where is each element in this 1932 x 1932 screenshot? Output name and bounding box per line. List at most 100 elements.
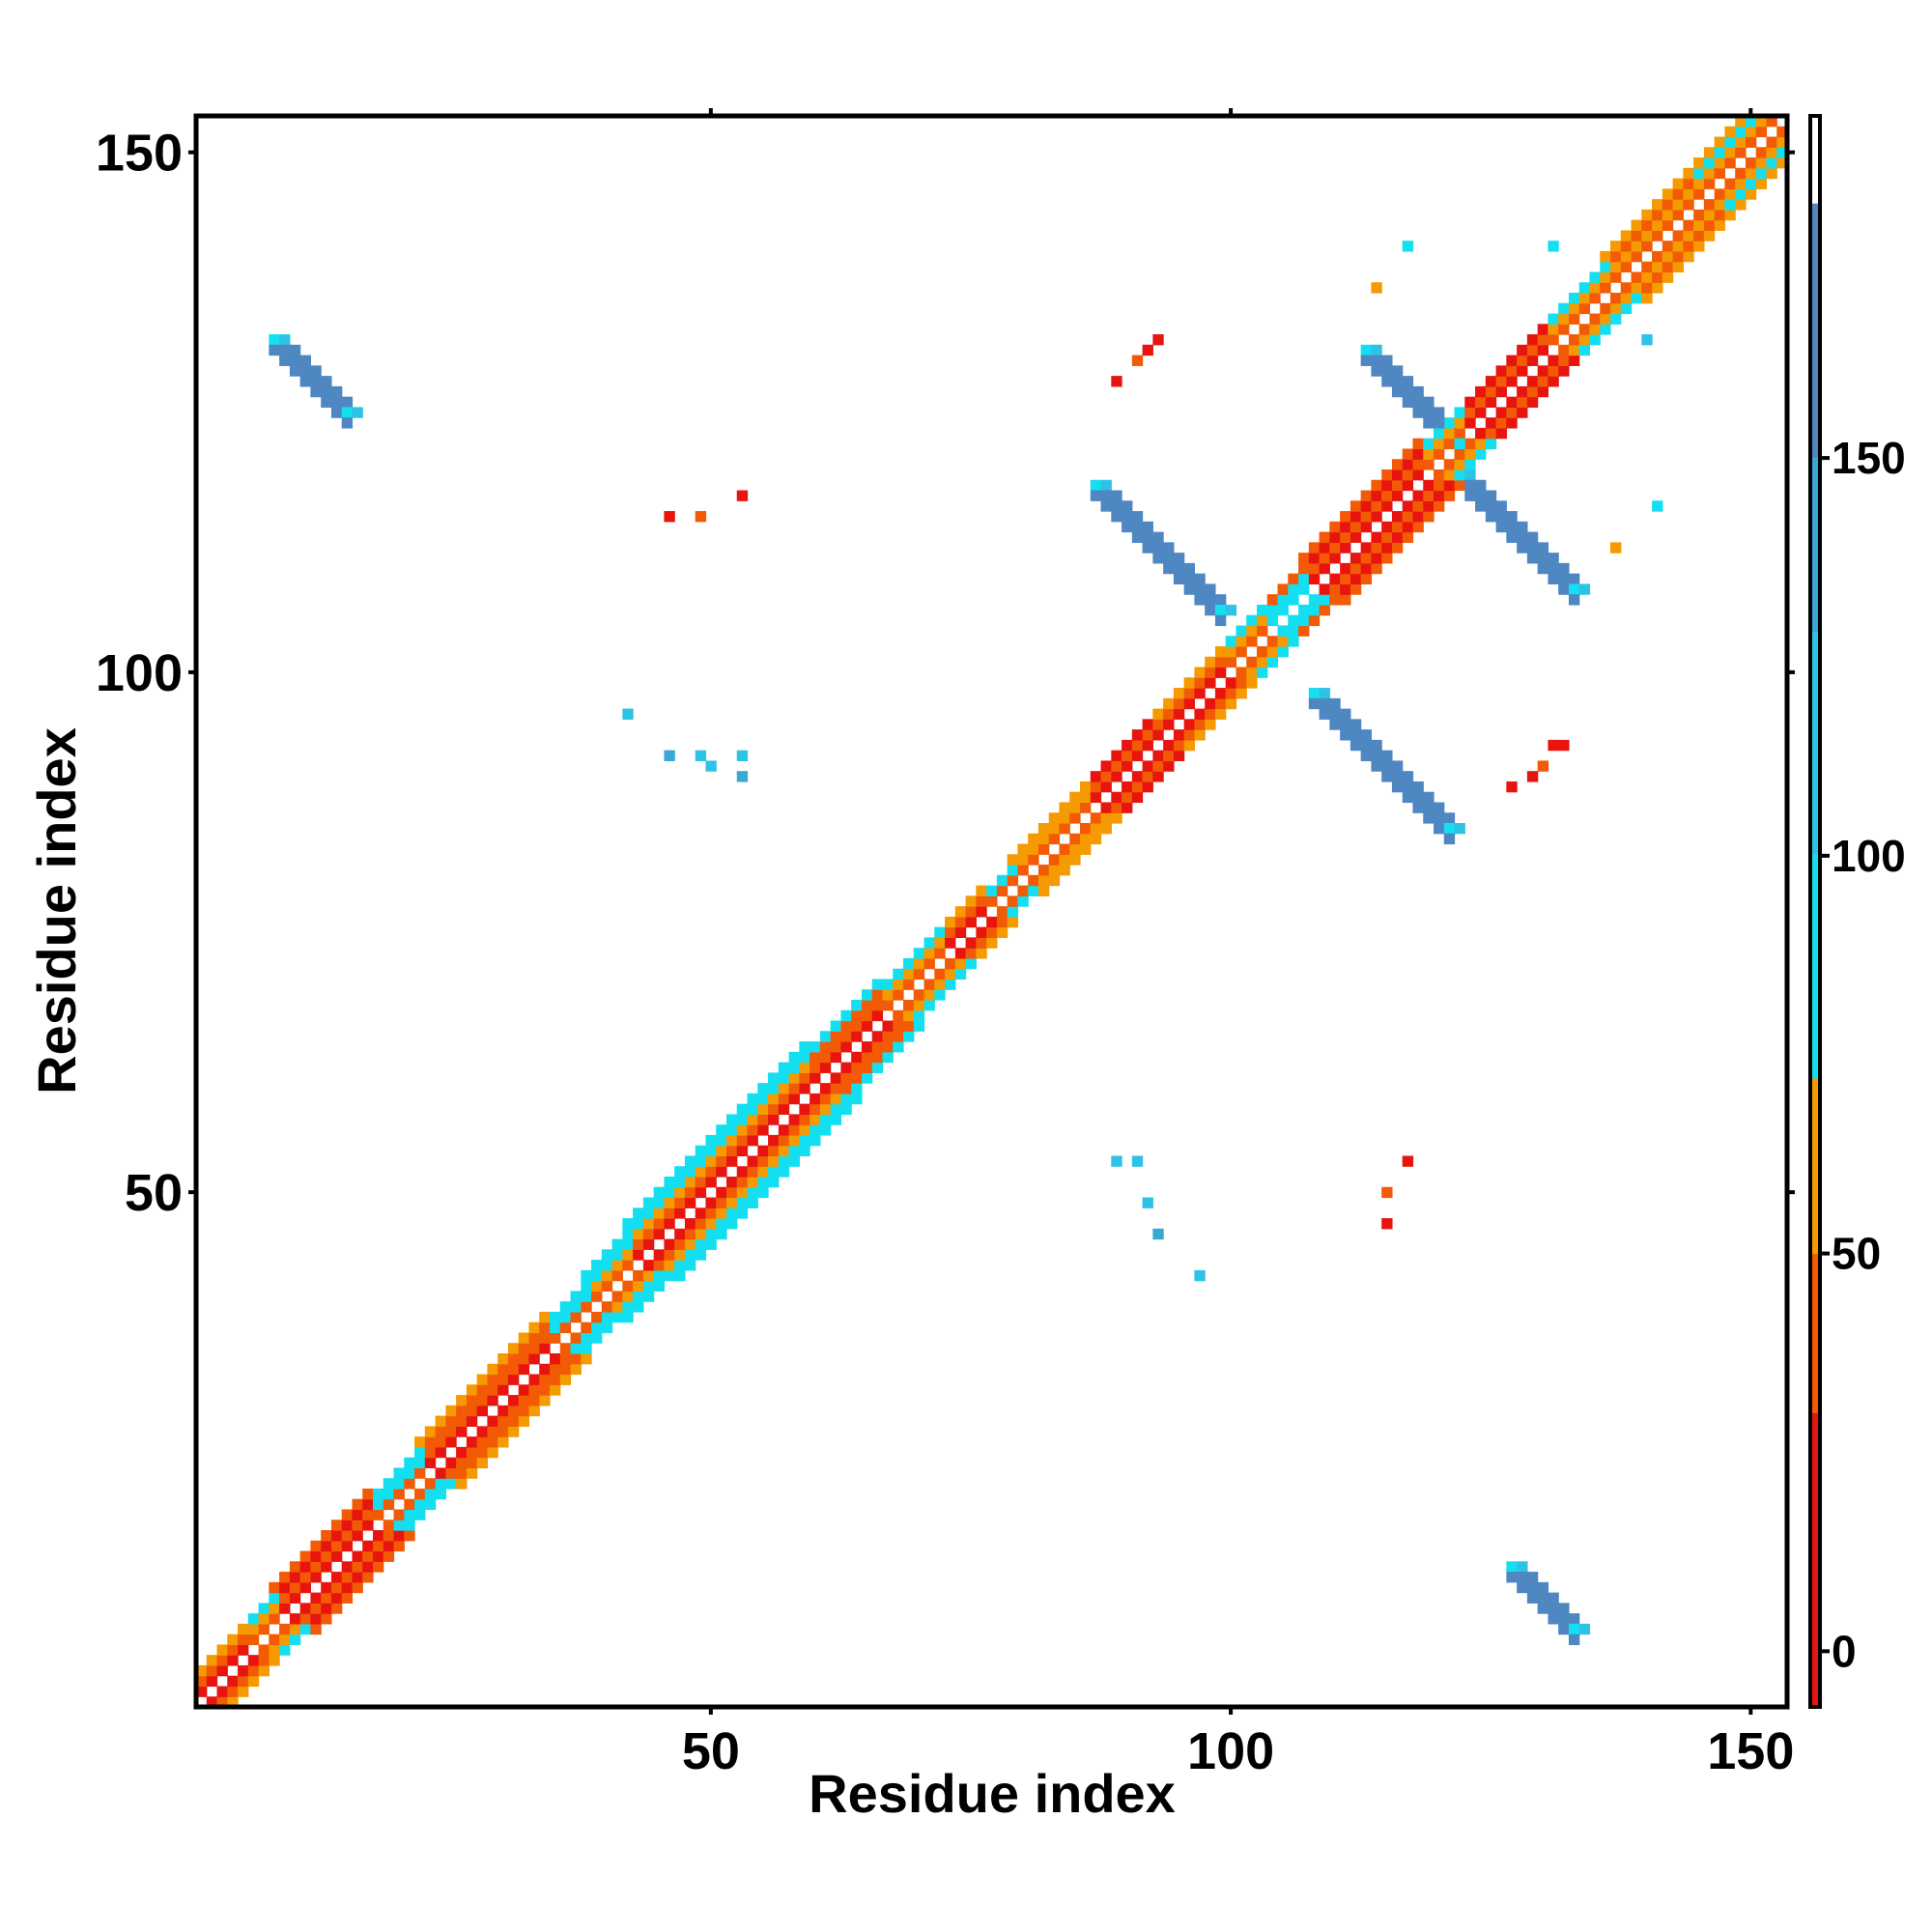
heatmap-cell xyxy=(1236,667,1247,678)
heatmap-cell xyxy=(1391,511,1404,523)
heatmap-cell xyxy=(570,1332,582,1344)
heatmap-cell xyxy=(851,1020,863,1032)
heatmap-cell xyxy=(653,1269,666,1282)
heatmap-cell xyxy=(247,1655,260,1666)
heatmap-cell xyxy=(1017,854,1029,866)
heatmap-cell xyxy=(799,1124,810,1136)
heatmap-cell xyxy=(819,1124,832,1136)
heatmap-cell xyxy=(726,1208,738,1219)
heatmap-cell xyxy=(1371,760,1382,772)
heatmap-cell xyxy=(736,1103,749,1116)
heatmap-cell xyxy=(1266,646,1279,658)
heatmap-cell xyxy=(1173,553,1185,564)
heatmap-cell xyxy=(1329,708,1341,720)
heatmap-cell xyxy=(1037,843,1050,855)
heatmap-cell xyxy=(954,968,967,980)
heatmap-cell xyxy=(1683,219,1694,232)
heatmap-cell xyxy=(528,1395,540,1406)
heatmap-cell xyxy=(321,1592,332,1604)
heatmap-cell xyxy=(674,1238,686,1250)
heatmap-cell xyxy=(497,1436,509,1448)
heatmap-cell xyxy=(1329,719,1341,730)
heatmap-cell xyxy=(1298,604,1310,616)
heatmap-cell xyxy=(269,1581,280,1594)
heatmap-cell xyxy=(642,1269,655,1282)
heatmap-cell xyxy=(559,1321,572,1334)
heatmap-cell xyxy=(299,365,312,377)
heatmap-cell xyxy=(830,1093,842,1105)
heatmap-cell xyxy=(1214,646,1227,658)
heatmap-cell xyxy=(1360,739,1373,752)
heatmap-cell xyxy=(1257,646,1268,658)
heatmap-cell xyxy=(435,1467,446,1479)
heatmap-cell xyxy=(1308,614,1321,627)
heatmap-cell xyxy=(757,1124,769,1136)
heatmap-cell xyxy=(518,1353,530,1365)
heatmap-cell xyxy=(476,1436,489,1448)
heatmap-cell xyxy=(642,1218,655,1230)
heatmap-cell xyxy=(330,1572,343,1583)
heatmap-cell xyxy=(445,1478,457,1490)
heatmap-cell xyxy=(414,1446,426,1459)
heatmap-cell xyxy=(840,1093,852,1105)
heatmap-cell xyxy=(903,1009,915,1022)
heatmap-cell xyxy=(341,1592,354,1604)
heatmap-cell xyxy=(321,1550,332,1562)
heatmap-cell xyxy=(1059,865,1070,876)
heatmap-cell xyxy=(976,937,987,949)
heatmap-cell xyxy=(1131,511,1144,523)
heatmap-cell xyxy=(559,1343,572,1354)
heatmap-cell xyxy=(799,1072,810,1084)
heatmap-cell xyxy=(466,1457,478,1469)
heatmap-cell xyxy=(1371,344,1382,356)
heatmap-cell xyxy=(1131,771,1144,782)
heatmap-cell xyxy=(352,1530,363,1542)
heatmap-cell xyxy=(1537,1603,1549,1614)
heatmap-cell xyxy=(1288,625,1299,637)
heatmap-cell xyxy=(196,1675,208,1688)
heatmap-cell xyxy=(1069,812,1081,824)
heatmap-cell xyxy=(289,1581,301,1594)
heatmap-cell xyxy=(1423,490,1435,501)
heatmap-cell xyxy=(404,1498,415,1511)
heatmap-cell xyxy=(1620,250,1633,263)
heatmap-cell xyxy=(611,1269,623,1282)
heatmap-cell xyxy=(1194,583,1206,595)
heatmap-cell xyxy=(1152,542,1164,554)
heatmap-cell xyxy=(716,1186,727,1199)
heatmap-cell xyxy=(196,1664,208,1677)
heatmap-cell xyxy=(1257,656,1268,668)
heatmap-cell xyxy=(976,948,987,959)
heatmap-cell xyxy=(1350,729,1362,741)
heatmap-cell xyxy=(1703,157,1716,169)
heatmap-cell xyxy=(1766,157,1777,169)
heatmap-cell xyxy=(716,1208,727,1219)
heatmap-cell xyxy=(1037,865,1050,876)
heatmap-cell xyxy=(1672,178,1684,189)
heatmap-cell xyxy=(1111,376,1122,387)
heatmap-cell xyxy=(1246,625,1258,637)
heatmap-cell xyxy=(352,1498,363,1511)
heatmap-cell xyxy=(487,1446,498,1459)
heatmap-cell xyxy=(1028,885,1039,896)
heatmap-cell xyxy=(321,396,332,409)
heatmap-cell xyxy=(497,1405,509,1417)
heatmap-cell xyxy=(1558,365,1570,377)
heatmap-cell xyxy=(788,1093,800,1105)
heatmap-cell xyxy=(487,1395,498,1406)
heatmap-cell xyxy=(840,1031,852,1042)
heatmap-cell xyxy=(1735,188,1747,200)
heatmap-cell xyxy=(424,1457,437,1469)
heatmap-cell xyxy=(330,1530,343,1542)
heatmap-cell xyxy=(819,1062,832,1073)
heatmap-cell xyxy=(1475,427,1487,440)
heatmap-cell xyxy=(1214,604,1227,616)
heatmap-cell xyxy=(1548,1613,1559,1625)
heatmap-cell xyxy=(591,1260,603,1271)
heatmap-cell xyxy=(913,1000,925,1011)
heatmap-cell xyxy=(424,1426,437,1437)
heatmap-cell xyxy=(778,1166,790,1178)
heatmap-cell xyxy=(507,1353,520,1365)
heatmap-cell xyxy=(1048,874,1061,887)
heatmap-cell xyxy=(736,1186,749,1199)
